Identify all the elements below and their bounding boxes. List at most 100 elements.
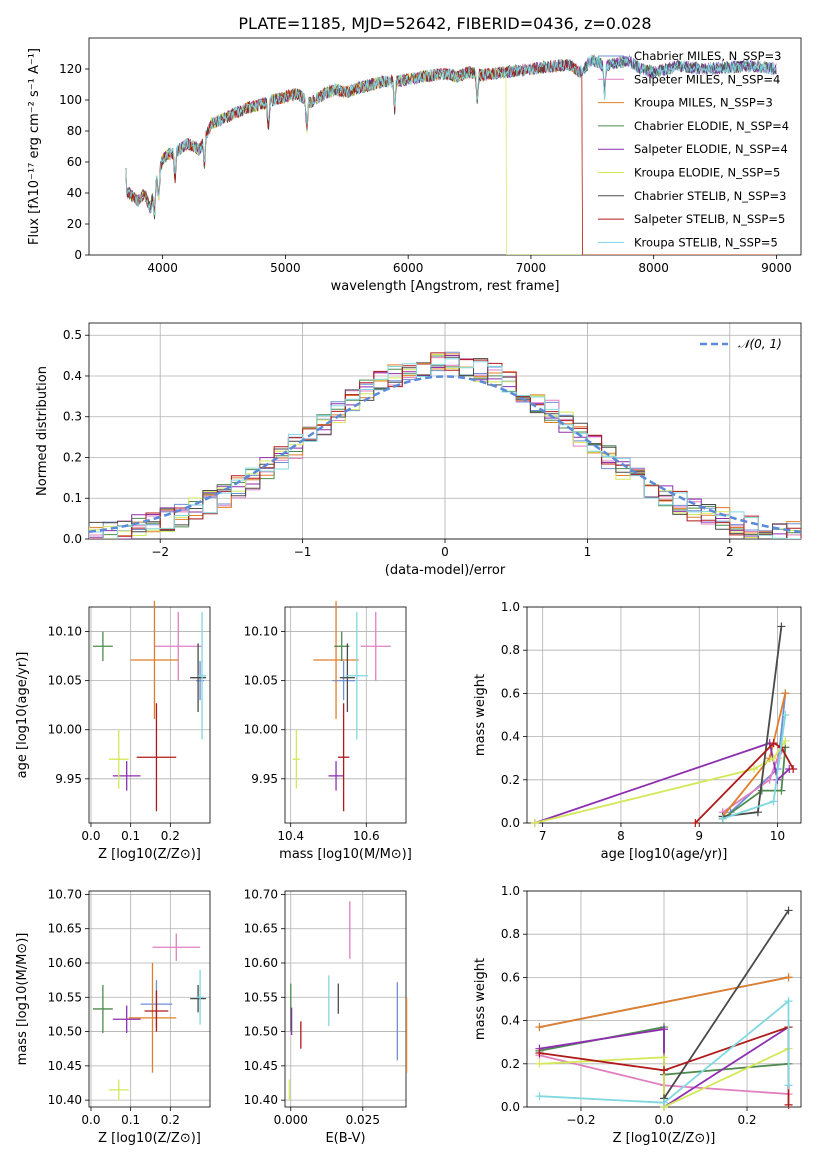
y-tick-label: 10.10 bbox=[244, 625, 278, 639]
y-tick-label: 10.10 bbox=[48, 625, 82, 639]
y-tick-label: 60 bbox=[67, 155, 82, 169]
axes-frame bbox=[526, 606, 802, 824]
y-tick-label: 10.50 bbox=[244, 1025, 278, 1039]
x-axis-label: age [log10(age/yr)] bbox=[601, 847, 728, 862]
panel-age-vs-mass: 10.4 10.6 9.95 10.00 10.05 10.10 mass [log10(M… bbox=[244, 601, 412, 862]
y-tick-label: 0 bbox=[74, 248, 82, 262]
weight-point-marker bbox=[784, 997, 793, 1006]
axes-frame bbox=[284, 606, 407, 824]
y-tick-label: 0.0 bbox=[63, 532, 82, 546]
weight-series-line bbox=[722, 747, 787, 820]
x-tick-label: 1 bbox=[584, 545, 592, 559]
weight-series-line bbox=[722, 626, 783, 818]
y-tick-label: 0.0 bbox=[501, 1100, 520, 1114]
legend-label: Salpeter ELODIE, N_SSP=4 bbox=[634, 142, 788, 156]
y-tick-label: 0.2 bbox=[501, 773, 520, 787]
x-tick-label: 6000 bbox=[393, 261, 424, 275]
y-tick-label: 10.05 bbox=[244, 674, 278, 688]
panel-weight-vs-age: 7 8 9 10 0.0 0.2 0.4 0.6 0.8 1.0 age [log10(age/yr… bbox=[473, 600, 802, 862]
weight-point-marker bbox=[765, 775, 774, 784]
weight-point-marker bbox=[718, 814, 727, 823]
x-tick-label: 0.2 bbox=[737, 1113, 756, 1127]
weight-point-marker bbox=[660, 1025, 668, 1034]
y-tick-label: 10.00 bbox=[244, 723, 278, 737]
x-axis-label: mass [log10(M/M⊙)] bbox=[279, 847, 412, 862]
y-axis-label: mass weight bbox=[473, 674, 488, 756]
weight-point-marker bbox=[769, 797, 778, 806]
weight-series-line bbox=[539, 1047, 789, 1109]
x-axis-label: (data-model)/error bbox=[385, 563, 506, 578]
y-tick-label: 9.95 bbox=[251, 772, 278, 786]
y-tick-label: 0.6 bbox=[501, 686, 520, 700]
panel-mass-vs-z: 0.0 0.1 0.2 10.40 10.45 10.50 10.55 10.60 10.65 1… bbox=[15, 887, 211, 1146]
axes-frame bbox=[284, 890, 407, 1108]
weight-point-marker bbox=[777, 786, 786, 795]
x-axis-label: Z [log10(Z/Z⊙)] bbox=[98, 847, 201, 862]
y-tick-label: 10.55 bbox=[244, 990, 278, 1004]
x-tick-label: 7000 bbox=[516, 261, 547, 275]
weight-series-line bbox=[539, 999, 790, 1104]
y-tick-label: 100 bbox=[59, 93, 82, 107]
x-tick-label: 0.0 bbox=[81, 1113, 100, 1127]
axes-frame bbox=[88, 322, 802, 540]
weight-point-marker bbox=[535, 1059, 544, 1068]
x-tick-label: 7 bbox=[539, 829, 547, 843]
panel-age-vs-z: 0.0 0.1 0.2 9.95 10.00 10.05 10.10 Z [log10(Z/Z… bbox=[15, 601, 211, 862]
y-tick-label: 40 bbox=[67, 186, 82, 200]
legend-label: Kroupa ELODIE, N_SSP=5 bbox=[634, 166, 780, 180]
weight-point-marker bbox=[660, 1053, 668, 1062]
y-tick-label: 10.45 bbox=[244, 1059, 278, 1073]
y-tick-label: 10.60 bbox=[48, 956, 82, 970]
y-tick-label: 10.05 bbox=[48, 674, 82, 688]
x-axis-label: Z [log10(Z/Z⊙)] bbox=[613, 1131, 716, 1146]
x-tick-label: 0.1 bbox=[121, 1113, 140, 1127]
weight-point-marker bbox=[535, 1049, 544, 1057]
y-tick-label: 10.55 bbox=[48, 990, 82, 1004]
weight-series-line bbox=[534, 741, 790, 824]
x-tick-label: 0.2 bbox=[161, 1113, 180, 1127]
y-tick-label: 10.65 bbox=[48, 922, 82, 936]
normal-reference-curve bbox=[88, 375, 802, 534]
x-tick-label: 8 bbox=[617, 829, 625, 843]
weight-point-marker bbox=[660, 1066, 668, 1075]
y-tick-label: 0.8 bbox=[501, 927, 520, 941]
y-tick-label: 10.60 bbox=[244, 956, 278, 970]
weight-point-marker bbox=[750, 765, 759, 773]
legend-label: Chabrier ELODIE, N_SSP=4 bbox=[634, 119, 789, 133]
y-tick-label: 0.3 bbox=[63, 410, 82, 424]
y-axis-label: mass weight bbox=[473, 958, 488, 1040]
y-tick-label: 1.0 bbox=[501, 884, 520, 898]
weight-point-marker bbox=[784, 1100, 793, 1109]
x-tick-label: 0.1 bbox=[121, 829, 140, 843]
y-tick-label: 10.40 bbox=[244, 1093, 278, 1107]
weight-point-marker bbox=[530, 819, 539, 827]
x-tick-label: 4000 bbox=[147, 261, 178, 275]
y-tick-label: 20 bbox=[67, 217, 82, 231]
x-tick-label: 9000 bbox=[761, 261, 792, 275]
weight-point-marker bbox=[660, 1098, 668, 1107]
y-tick-label: 0.8 bbox=[501, 643, 520, 657]
y-tick-label: 10.70 bbox=[48, 887, 82, 901]
y-tick-label: 120 bbox=[59, 62, 82, 76]
weight-series-line bbox=[663, 909, 790, 1099]
x-tick-label: 0.2 bbox=[161, 829, 180, 843]
histogram-series bbox=[89, 352, 801, 539]
y-tick-label: 10.45 bbox=[48, 1059, 82, 1073]
figure-title: PLATE=1185, MJD=52642, FIBERID=0436, z=0… bbox=[238, 14, 651, 33]
y-axis-label: Flux [fλ10⁻¹⁷ erg cm⁻² s⁻¹ A⁻¹] bbox=[27, 48, 42, 245]
weight-point-marker bbox=[753, 808, 762, 817]
weight-point-marker bbox=[769, 754, 778, 763]
y-axis-label: age [log10(age/yr)] bbox=[15, 652, 30, 779]
x-tick-label: 0.0 bbox=[81, 829, 100, 843]
x-axis-label: wavelength [Angstrom, rest frame] bbox=[331, 279, 560, 294]
weight-point-marker bbox=[789, 765, 798, 773]
x-tick-label: 0.025 bbox=[346, 1113, 380, 1127]
weight-point-marker bbox=[784, 973, 793, 982]
y-tick-label: 10.70 bbox=[244, 887, 278, 901]
x-tick-label: 10.4 bbox=[277, 829, 304, 843]
y-tick-label: 10.50 bbox=[48, 1025, 82, 1039]
y-tick-label: 0.1 bbox=[63, 491, 82, 505]
weight-point-marker bbox=[691, 819, 700, 827]
panel-weight-vs-z: −0.2 0.0 0.2 0.0 0.2 0.4 0.6 0.8 1.0 Z [log10(Z/Z… bbox=[473, 884, 802, 1146]
